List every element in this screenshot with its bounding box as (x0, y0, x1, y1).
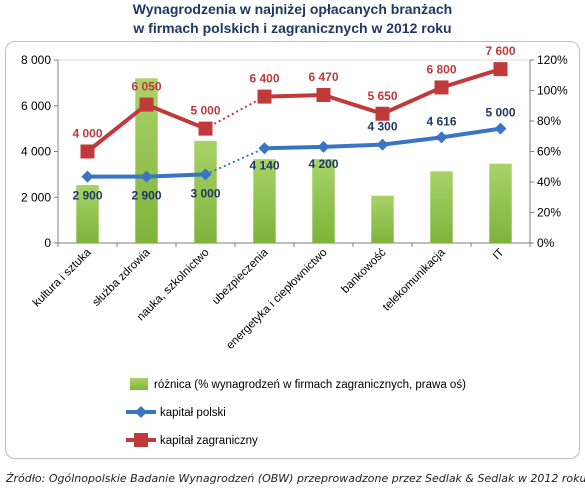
series-1-data-label: 4 140 (249, 158, 279, 172)
y-left-tick-label: 6 000 (21, 99, 51, 113)
series-1-point (494, 122, 507, 135)
legend-series-2-marker (134, 433, 148, 447)
legend-bar-swatch (130, 378, 148, 390)
series-1-data-label: 2 900 (131, 189, 161, 203)
series-2-data-label: 5 650 (367, 89, 397, 103)
series-1-point (317, 140, 330, 153)
y-left-tick-label: 8 000 (21, 53, 51, 67)
legend-series-1-label: kapitał polski (160, 407, 226, 419)
source-note: Źródło: Ogólnopolskie Badanie Wynagrodze… (6, 472, 585, 485)
series-2-data-label: 4 000 (72, 127, 102, 141)
series-1-data-label: 3 000 (190, 186, 220, 200)
legend-series-2-label: kapitał zagraniczny (160, 435, 258, 447)
x-tick-label: telekomunikacja (381, 246, 448, 313)
series-1-data-label: 4 616 (426, 114, 456, 128)
bar-4 (253, 159, 276, 243)
series-2-point (316, 87, 331, 102)
series-1-point (199, 168, 212, 181)
bar-1 (76, 185, 99, 243)
x-tick-label: energetyka i ciepłownictwo (224, 247, 329, 352)
series-2-data-label: 6 470 (308, 70, 338, 84)
series-1-dotted-segment (205, 147, 265, 176)
y-right-tick-label: 40% (537, 175, 561, 189)
bar-5 (312, 159, 335, 243)
series-1-point (376, 138, 389, 151)
x-tick-label: służba zdrowia (90, 246, 153, 309)
chart-area (5, 41, 580, 459)
bar-6 (371, 195, 394, 243)
bar-3 (194, 140, 217, 243)
chart-title-line-2: w firmach polskich i zagranicznych w 201… (133, 20, 452, 36)
series-1-point (81, 170, 94, 183)
y-left-tick-label: 2 000 (21, 190, 51, 204)
x-tick-label: kultura i sztuka (31, 246, 94, 309)
series-1-data-label: 5 000 (485, 106, 515, 120)
y-right-tick-label: 120% (537, 53, 568, 67)
bar-7 (430, 171, 453, 243)
bar-8 (489, 163, 512, 243)
series-1-point (140, 170, 153, 183)
x-tick-label: IT (491, 247, 507, 263)
series-2-point (139, 97, 154, 112)
series-2-point (434, 80, 449, 95)
series-1-point (435, 131, 448, 144)
series-2-point (80, 144, 95, 159)
series-1-point (258, 142, 271, 155)
y-right-tick-label: 60% (537, 145, 561, 159)
chart-title-line-1: Wynagrodzenia w najniżej opłacanych bran… (132, 1, 453, 17)
y-left-tick-label: 0 (44, 236, 51, 250)
x-tick-label: ubezpieczenia (210, 246, 271, 307)
series-1-data-label: 2 900 (72, 189, 102, 203)
series-2-data-label: 7 600 (485, 44, 515, 58)
legend-series-1-marker (135, 406, 147, 418)
legend-bar-label: różnica (% wynagrodzeń w firmach zagrani… (154, 379, 466, 391)
y-left-tick-label: 4 000 (21, 145, 51, 159)
series-2-dotted-segment (205, 95, 265, 130)
series-2-point (375, 106, 390, 121)
series-2-point (198, 121, 213, 136)
bar-2 (135, 78, 158, 243)
series-1-data-label: 4 300 (367, 120, 397, 134)
y-right-tick-label: 100% (537, 84, 568, 98)
series-2-data-label: 6 400 (249, 72, 279, 86)
series-1-data-label: 4 200 (308, 157, 338, 171)
x-tick-label: bankowość (339, 246, 388, 295)
series-2-data-label: 5 000 (190, 104, 220, 118)
y-right-tick-label: 20% (537, 206, 561, 220)
y-right-tick-label: 0% (537, 236, 555, 250)
series-2-data-label: 6 800 (426, 62, 456, 76)
series-2-data-label: 6 050 (131, 80, 161, 94)
series-2-point (257, 89, 272, 104)
series-2-point (493, 62, 508, 77)
y-right-tick-label: 80% (537, 114, 561, 128)
